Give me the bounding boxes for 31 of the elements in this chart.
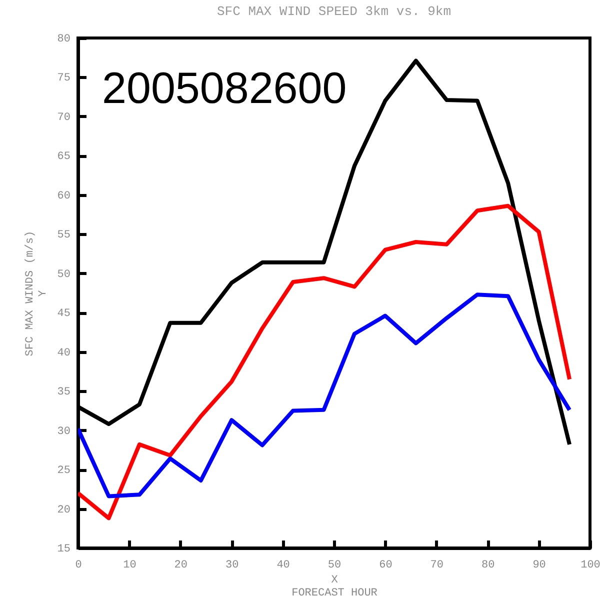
- y-tick-label: 40: [57, 347, 70, 360]
- line-series: [78, 204, 572, 520]
- y-tick-label: 50: [57, 268, 70, 281]
- y-tick-label: 55: [57, 230, 70, 242]
- y-tick-label: 45: [57, 308, 70, 320]
- x-tick-label: 80: [482, 560, 495, 572]
- line-series: [78, 292, 572, 498]
- x-axis-title: X FORECAST HOUR: [292, 574, 378, 599]
- x-tick-label: 90: [532, 560, 546, 572]
- x-tick-label: 10: [123, 560, 136, 572]
- y-axis-title: SFC MAX WINDS (m/s) Y: [24, 230, 50, 356]
- y-tick-label: 65: [57, 151, 70, 164]
- chart-title: SFC MAX WIND SPEED 3km vs. 9km: [216, 4, 452, 19]
- x-tick-label: 40: [276, 560, 290, 572]
- x-tick-label: 30: [226, 560, 239, 572]
- y-tick-label: 30: [57, 426, 70, 438]
- y-tick-label: 75: [57, 72, 70, 85]
- y-tick-label: 20: [57, 504, 70, 516]
- x-tick-label: 50: [328, 560, 342, 572]
- x-tick-label: 0: [75, 560, 82, 572]
- y-tick-label: 70: [57, 112, 70, 124]
- y-tick-label: 60: [57, 190, 70, 202]
- x-tick-label: 60: [379, 560, 392, 572]
- x-tick-label: 20: [174, 560, 188, 572]
- annotation: 2005082600: [102, 64, 347, 113]
- y-tick-label: 80: [57, 34, 70, 46]
- y-tick-label: 25: [57, 465, 70, 478]
- x-tick-label: 100: [580, 560, 600, 572]
- y-tick-label: 35: [57, 386, 70, 399]
- y-tick-label: 15: [57, 544, 70, 556]
- x-tick-label: 70: [430, 560, 444, 572]
